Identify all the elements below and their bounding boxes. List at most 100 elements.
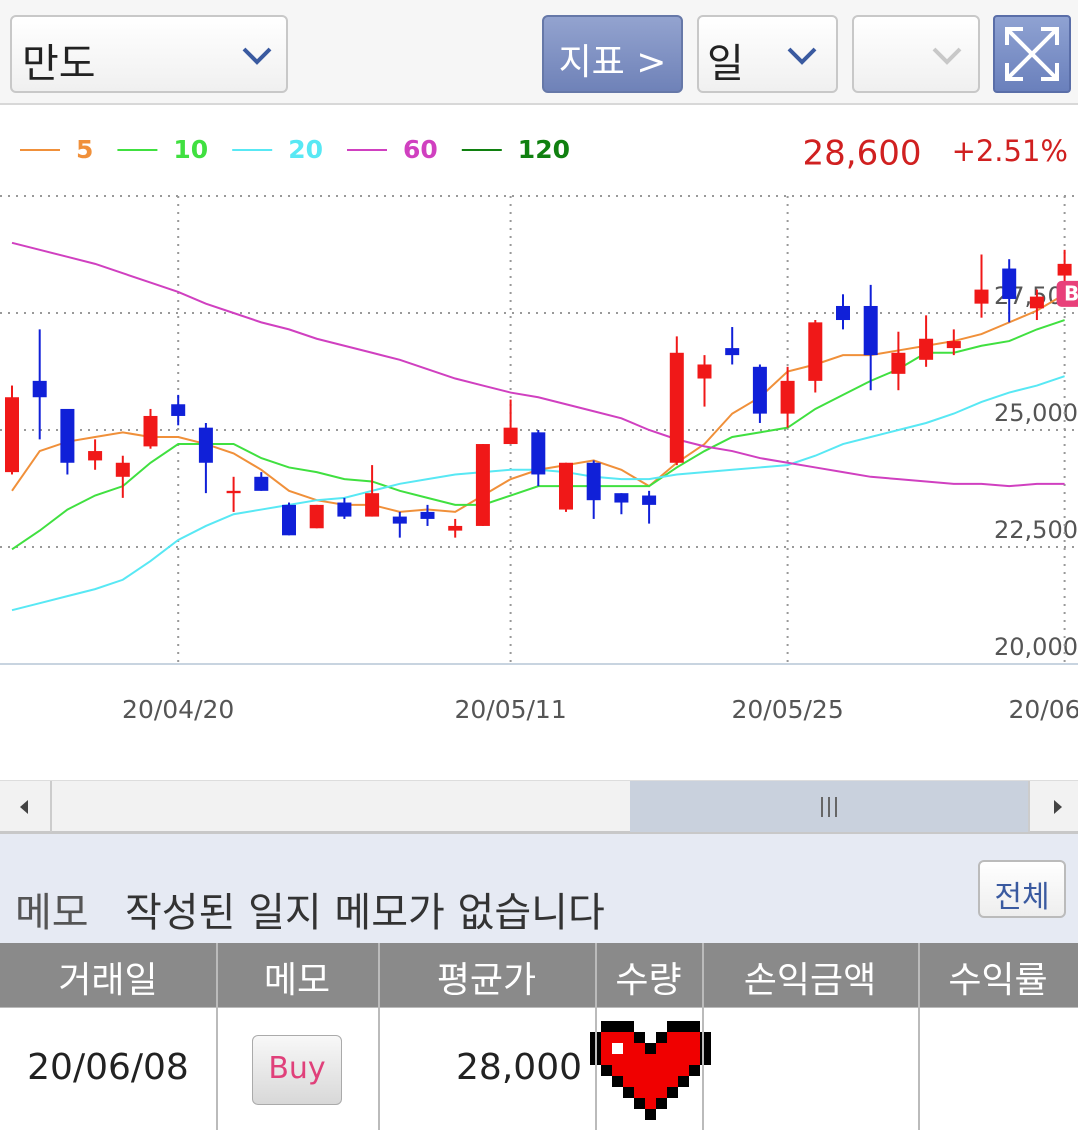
heart-pixel xyxy=(700,1054,711,1065)
heart-pixel xyxy=(645,1076,656,1087)
heart-pixel xyxy=(656,1076,667,1087)
candle-body xyxy=(282,504,296,536)
heart-pixel xyxy=(656,1098,667,1109)
candle-body xyxy=(531,432,546,475)
chevron xyxy=(932,47,962,65)
heart-pixel xyxy=(689,1065,700,1076)
candle-body xyxy=(919,338,934,360)
heart-pixel xyxy=(601,1032,612,1043)
candle-body xyxy=(88,451,103,461)
marker-label: B xyxy=(1064,281,1078,305)
heart-pixel xyxy=(700,1032,711,1043)
heart-pixel xyxy=(634,1054,645,1065)
column-divider xyxy=(702,943,704,1130)
column-divider xyxy=(918,943,920,1130)
scrollbar[interactable] xyxy=(0,780,1078,834)
candle-body xyxy=(475,444,490,526)
empty-dropdown[interactable] xyxy=(852,15,980,93)
scroll-left[interactable] xyxy=(0,781,52,832)
heart-pixel xyxy=(601,1021,612,1032)
heart-pixel xyxy=(623,1021,634,1032)
heart-pixel xyxy=(634,1087,645,1098)
memo-message: 작성된 일지 메모가 없습니다 xyxy=(125,890,605,936)
x-tick-label: 20/05/25 xyxy=(731,695,843,724)
heart-pixel xyxy=(678,1043,689,1054)
expand-icon xyxy=(1005,27,1059,81)
x-tick-label: 20/06/08 xyxy=(1008,695,1078,724)
scroll-thumb[interactable] xyxy=(630,781,1028,832)
candle-body xyxy=(808,322,823,381)
legend-label: 60 xyxy=(403,135,438,164)
chart: 28,600 +2.51% 20,00022,50025,00027,50020… xyxy=(0,134,1078,724)
candle-body xyxy=(309,504,324,529)
candle-body xyxy=(669,352,684,463)
heart-pixel xyxy=(634,1076,645,1087)
legend-label: 120 xyxy=(518,135,570,164)
table-header xyxy=(0,943,1078,1007)
indicator-button[interactable]: 지표 > xyxy=(542,15,683,93)
candle-body xyxy=(863,305,878,356)
ma-line xyxy=(11,241,1065,488)
x-tick-label: 20/05/11 xyxy=(454,695,566,724)
heart-pixel xyxy=(612,1054,623,1065)
heart-pixel xyxy=(623,1087,634,1098)
all-button[interactable]: 전체 xyxy=(978,860,1066,918)
heart-pixel xyxy=(667,1076,678,1087)
trade-table: 거래일 메모 평균가 수량 손익금액 수익률 20/06/08 Buy 28,000 xyxy=(0,943,1078,1130)
memo-cell: Buy xyxy=(268,1051,326,1086)
heart-pixel xyxy=(656,1054,667,1065)
candle-body xyxy=(32,380,47,398)
heart-pixel xyxy=(678,1032,689,1043)
buy-button[interactable] xyxy=(252,1035,342,1105)
candle-body xyxy=(115,462,130,477)
heart-pixel xyxy=(634,1098,645,1109)
heart-pixel xyxy=(645,1054,656,1065)
heart-pixel xyxy=(645,1087,656,1098)
heart-pixel xyxy=(667,1043,678,1054)
heart-pixel xyxy=(667,1032,678,1043)
heart-pixel xyxy=(667,1087,678,1098)
expand-button[interactable] xyxy=(993,15,1071,93)
heart-pixel xyxy=(612,1032,623,1043)
heart-pixel xyxy=(689,1021,700,1032)
heart-pixel xyxy=(689,1054,700,1065)
heart-pixel xyxy=(689,1032,700,1043)
price-cell: 28,000 xyxy=(456,1047,582,1088)
candle-body xyxy=(365,493,380,517)
column-divider xyxy=(216,943,218,1130)
heart-pixel xyxy=(623,1043,634,1054)
heart-pixel xyxy=(623,1076,634,1087)
heart-pixel xyxy=(623,1032,634,1043)
heart-pixel xyxy=(656,1032,667,1043)
indicator-label: 지표 > xyxy=(558,42,667,83)
candle-body xyxy=(946,341,961,349)
candle-body xyxy=(752,366,767,414)
header-cell: 손익금액 xyxy=(743,960,877,1001)
period-dropdown[interactable]: 일 xyxy=(697,15,838,93)
heart-pixel xyxy=(623,1065,634,1076)
x-tick-label: 20/04/20 xyxy=(122,695,234,724)
header-cell: 수익률 xyxy=(948,960,1048,1001)
scroll-right[interactable] xyxy=(1028,781,1078,832)
heart-pixel xyxy=(645,1098,656,1109)
y-tick-label: 22,500 xyxy=(994,516,1078,544)
heart-pixel xyxy=(634,1032,645,1043)
candle-body xyxy=(226,490,241,494)
arrow xyxy=(1054,800,1062,814)
heart-pixel xyxy=(678,1021,689,1032)
candle-body xyxy=(254,476,269,491)
heart-pixel xyxy=(656,1087,667,1098)
stock-dropdown[interactable]: 만도 xyxy=(10,15,288,93)
candle-body xyxy=(420,511,435,519)
candle-body xyxy=(974,289,989,304)
header-cell: 수량 xyxy=(615,960,682,1001)
heart-pixel xyxy=(667,1065,678,1076)
heart-pixel xyxy=(667,1054,678,1065)
heart-pixel xyxy=(612,1043,623,1054)
heart-pixel xyxy=(678,1054,689,1065)
table-row xyxy=(0,1007,1078,1130)
grip xyxy=(821,797,837,817)
legend-label: 5 xyxy=(76,135,93,164)
candle-body xyxy=(337,502,352,517)
